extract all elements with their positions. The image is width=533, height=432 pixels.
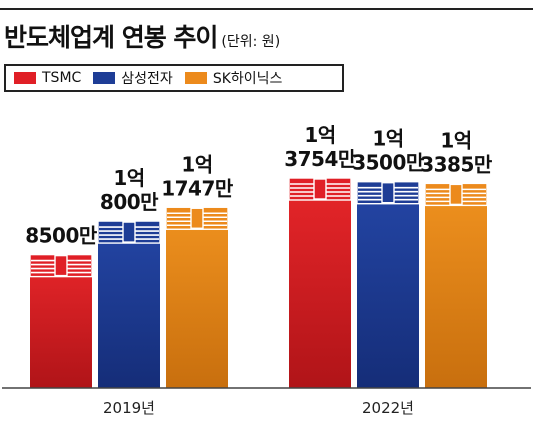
data-label-1-1: 1억 [372,127,403,151]
data-label-2-1: 1억 [440,128,471,152]
money-stack-icon [97,220,161,244]
x-tick-label-0: 2019년 [103,399,155,417]
bar-0-1 [289,178,351,388]
data-label-2-0: 1억 [181,152,212,176]
bars-layer [29,177,488,388]
unit-note: (단위: 원) [221,34,281,50]
bar-2-1 [425,183,487,388]
money-stack-icon [356,181,420,205]
chart-title: 반도체업계 연봉 추이 (단위: 원) [4,18,280,54]
x-tick-label-1: 2022년 [362,399,414,417]
money-stack-icon [288,177,352,201]
legend-item-samsung: 삼성전자 [93,68,173,88]
money-stack-icon [29,253,93,278]
bar-1-0 [98,221,160,388]
chart-title-text: 반도체업계 연봉 추이 [4,23,218,52]
legend-swatch-skhynix [184,72,207,84]
top-rule [0,8,533,10]
legend-item-skhynix: SK하이닉스 [184,68,283,88]
legend-swatch-tsmc [14,72,36,84]
data-label-0-0: 8500만 [25,224,98,248]
legend-label-tsmc: TSMC [42,70,82,86]
bar-1-1 [357,181,419,388]
labels-layer: 8500만1억800만1억1747만2019년1억3754만1억3500만1억3… [25,123,493,417]
data-label-1-0: 800만 [100,190,159,214]
bar-2-0 [166,207,228,388]
data-label-1-0: 1억 [113,166,144,190]
data-label-1-1: 3500만 [352,151,425,175]
data-label-0-1: 1억 [304,123,335,147]
data-label-0-1: 3754만 [284,147,357,171]
data-label-2-0: 1747만 [161,176,234,200]
money-stack-icon [424,182,488,207]
legend: TSMC 삼성전자 SK하이닉스 [4,64,344,92]
legend-label-samsung: 삼성전자 [121,71,173,87]
money-stack-icon [165,206,229,230]
legend-label-skhynix: SK하이닉스 [212,71,283,87]
data-label-2-1: 3385만 [420,152,493,176]
legend-item-tsmc: TSMC [14,70,81,86]
legend-swatch-samsung [93,72,116,84]
